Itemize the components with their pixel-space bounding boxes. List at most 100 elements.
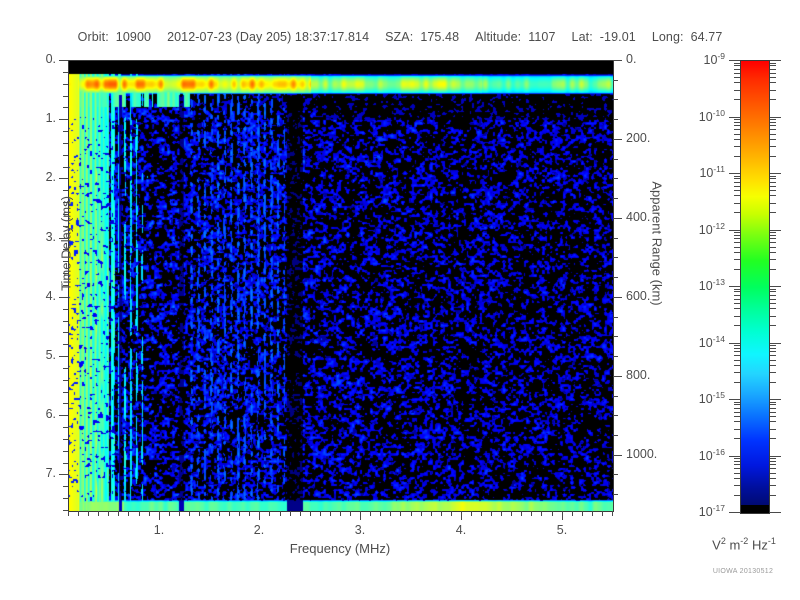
colorbar-tick-minor-left — [734, 402, 740, 403]
colorbar-tick-minor-right — [770, 182, 776, 183]
colorbar-tick-minor-left — [734, 178, 740, 179]
y-tick-minor-right — [613, 356, 618, 357]
x-tick-minor — [229, 511, 230, 516]
y-tick-major-left — [59, 474, 68, 475]
x-tick-minor — [310, 511, 311, 516]
y-tick-minor-right — [613, 80, 618, 81]
colorbar-tick-mantissa: 10 — [698, 392, 713, 407]
colorbar-tick-minor-left — [734, 134, 740, 135]
y-tick-major-left — [59, 119, 68, 120]
colorbar-tick-minor-left — [734, 468, 740, 469]
colorbar-tick-major-left — [729, 512, 740, 513]
y-axis-left-tick-label: 0. — [45, 52, 56, 66]
units-m: m — [729, 537, 741, 553]
colorbar-tick-minor-right — [770, 458, 776, 459]
colorbar-tick-minor-right — [770, 495, 776, 496]
colorbar-tick-minor-left — [734, 212, 740, 213]
x-tick-minor — [78, 511, 79, 516]
colorbar-tick-major-left — [729, 117, 740, 118]
colorbar-tick-minor-right — [770, 303, 776, 304]
y-axis-left-tick-label: 6. — [45, 407, 56, 421]
colorbar-tick-minor-right — [770, 77, 776, 78]
x-tick-minor — [501, 511, 502, 516]
colorbar-gradient — [741, 61, 769, 505]
colorbar-tick-minor-left — [734, 308, 740, 309]
colorbar-tick-minor-right — [770, 146, 776, 147]
y-tick-minor-left — [63, 155, 68, 156]
y-axis-right-tick-label: 0. — [626, 52, 637, 66]
lat-label: Lat: — [571, 30, 593, 44]
x-tick-minor — [128, 511, 129, 516]
y-tick-minor-left — [63, 332, 68, 333]
colorbar-tick-minor-left — [734, 232, 740, 233]
colorbar-tick-minor-right — [770, 232, 776, 233]
colorbar-tick-major-right — [770, 230, 781, 231]
y-tick-minor-left — [63, 143, 68, 144]
colorbar-tick-exponent: -11 — [713, 164, 725, 174]
colorbar-tick-major-right — [770, 117, 781, 118]
colorbar-tick-minor-left — [734, 69, 740, 70]
colorbar-tick-minor-right — [770, 485, 776, 486]
y-axis-right-tick-label: 1000. — [626, 447, 658, 461]
colorbar-tick-minor-left — [734, 129, 740, 130]
x-tick-minor — [249, 511, 250, 516]
lat-value: -19.01 — [599, 30, 636, 44]
x-tick-minor — [471, 511, 472, 516]
colorbar-tick-minor-left — [734, 182, 740, 183]
colorbar-tick-minor-right — [770, 404, 776, 405]
x-tick-minor — [350, 511, 351, 516]
x-tick-minor — [179, 511, 180, 516]
colorbar-tick-minor-left — [734, 345, 740, 346]
y-tick-minor-left — [63, 427, 68, 428]
x-tick-minor — [330, 511, 331, 516]
units-v-exp: 2 — [720, 536, 726, 546]
x-tick-minor — [531, 511, 532, 516]
x-tick-minor — [149, 511, 150, 516]
y-tick-major-right — [613, 455, 622, 456]
colorbar-tick-mantissa: 10 — [698, 223, 713, 238]
x-tick-minor — [88, 511, 89, 516]
colorbar-tick-major-right — [770, 343, 781, 344]
colorbar-tick-minor-left — [734, 176, 740, 177]
y-tick-minor-left — [63, 167, 68, 168]
colorbar-tick-minor-right — [770, 178, 776, 179]
colorbar-tick-minor-left — [734, 408, 740, 409]
y-tick-minor-right — [613, 415, 618, 416]
colorbar-tick-minor-left — [734, 461, 740, 462]
colorbar-tick-minor-left — [734, 295, 740, 296]
colorbar-tick-minor-right — [770, 242, 776, 243]
colorbar-tick-exponent: -16 — [712, 447, 725, 457]
x-tick-minor — [481, 511, 482, 516]
x-tick-minor — [511, 511, 512, 516]
y-axis-left-title: Time Delay (ms) — [58, 196, 74, 291]
x-tick-major — [159, 511, 160, 520]
colorbar-tick-minor-left — [734, 485, 740, 486]
y-tick-minor-left — [63, 392, 68, 393]
colorbar-tick-label: 10-16 — [609, 447, 725, 463]
colorbar-tick-minor-right — [770, 190, 776, 191]
y-axis-left-tick-label: 5. — [45, 348, 56, 362]
colorbar-tick-minor-left — [734, 473, 740, 474]
x-tick-minor — [572, 511, 573, 516]
x-tick-minor — [592, 511, 593, 516]
y-tick-minor-left — [63, 510, 68, 511]
colorbar-tick-label: 10-17 — [609, 503, 725, 519]
colorbar-tick-minor-right — [770, 134, 776, 135]
colorbar-tick-major-left — [729, 230, 740, 231]
colorbar-tick-minor-left — [734, 382, 740, 383]
colorbar-tick-minor-left — [734, 252, 740, 253]
x-tick-minor — [139, 511, 140, 516]
y-axis-left-tick-label: 4. — [45, 289, 56, 303]
x-tick-minor — [300, 511, 301, 516]
x-tick-minor — [209, 511, 210, 516]
y-tick-major-left — [59, 297, 68, 298]
x-tick-minor — [290, 511, 291, 516]
y-tick-major-left — [59, 238, 68, 239]
colorbar-tick-minor-right — [770, 429, 776, 430]
colorbar-tick-minor-left — [734, 303, 740, 304]
x-tick-minor — [340, 511, 341, 516]
colorbar-tick-minor-right — [770, 468, 776, 469]
y-tick-minor-left — [63, 96, 68, 97]
x-tick-major — [562, 511, 563, 520]
y-tick-minor-left — [63, 190, 68, 191]
